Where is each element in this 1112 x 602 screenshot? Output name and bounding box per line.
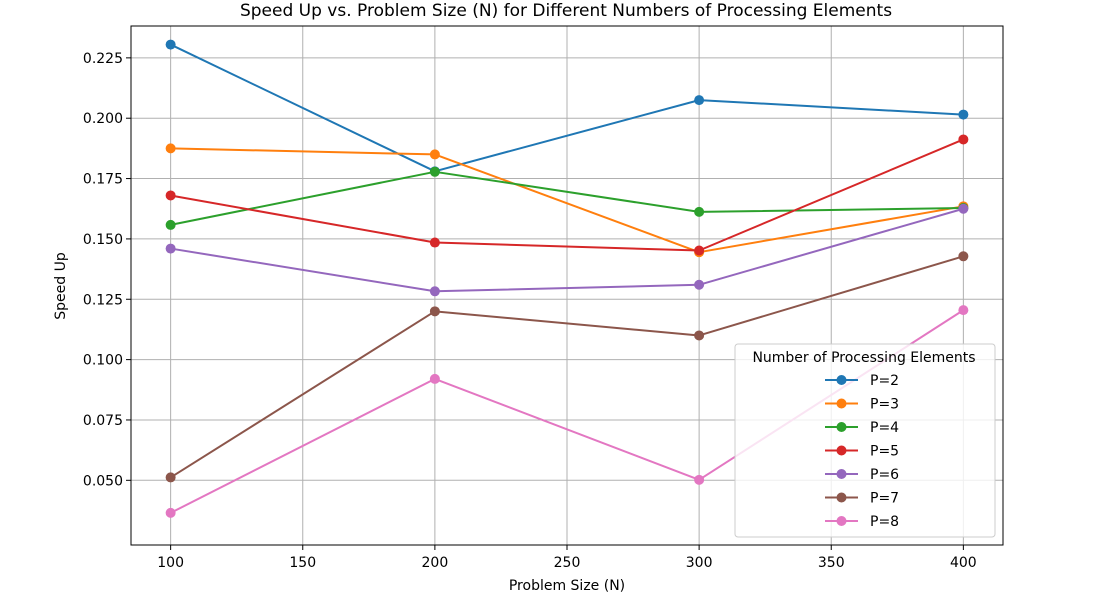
legend-label: P=3 (870, 397, 899, 413)
x-tick-label: 400 (950, 555, 977, 571)
series-line (170, 147, 964, 254)
y-tick-label: 0.125 (83, 292, 123, 308)
series-p-2 (165, 39, 969, 177)
data-point (429, 149, 440, 160)
legend-label: P=2 (870, 373, 899, 389)
data-point (165, 39, 176, 50)
data-point (165, 472, 176, 483)
data-point (429, 306, 440, 317)
x-tick-label: 250 (554, 555, 581, 571)
legend-marker (836, 422, 847, 432)
data-point (694, 279, 705, 290)
data-point (165, 507, 176, 518)
x-tick-label: 150 (289, 555, 316, 571)
series-line (170, 207, 964, 293)
series-line (170, 170, 964, 226)
data-point (958, 203, 969, 214)
legend-item: P=4 (825, 420, 899, 436)
legend-marker (836, 492, 847, 503)
axis-ticks: 100 150 200 250 300 350 400 0.050 0.075 0.100 0.12… (83, 51, 977, 571)
y-tick-label: 0.150 (83, 232, 123, 248)
legend-label: P=4 (870, 420, 899, 436)
data-point (694, 330, 705, 341)
data-point (694, 474, 705, 485)
legend-label: P=5 (870, 444, 899, 460)
x-axis-label: Problem Size (N) (509, 578, 625, 594)
x-tick-label: 200 (422, 555, 449, 571)
y-tick-label: 0.050 (83, 473, 123, 489)
y-tick-label: 0.075 (83, 413, 123, 429)
x-tick-label: 300 (686, 555, 713, 571)
data-point (958, 109, 969, 120)
legend: Number of Processing Elements P=2 P=3 P=4 P… (734, 343, 996, 538)
data-point (165, 243, 176, 254)
data-point (958, 305, 969, 316)
legend-label: P=6 (870, 467, 899, 483)
series-p-7 (165, 251, 969, 483)
legend-marker (836, 398, 847, 409)
series-line (170, 138, 964, 252)
data-point (958, 251, 969, 262)
data-point (429, 286, 440, 297)
x-tick-label: 100 (157, 555, 184, 571)
legend-title: Number of Processing Elements (752, 350, 975, 366)
data-point (429, 237, 440, 248)
series-p-5 (165, 134, 969, 256)
legend-marker (836, 469, 847, 479)
legend-item: P=3 (825, 397, 899, 413)
legend-box (734, 343, 996, 538)
series-line (170, 43, 964, 173)
data-point (429, 373, 440, 384)
series-line (170, 255, 964, 479)
data-point (165, 190, 176, 201)
series-p-6 (165, 203, 969, 297)
y-tick-label: 0.200 (83, 111, 123, 127)
legend-item: P=5 (825, 444, 899, 460)
legend-marker (836, 516, 847, 526)
y-tick-label: 0.100 (83, 353, 123, 369)
chart-title: Speed Up vs. Problem Size (N) for Differ… (240, 1, 892, 21)
legend-item: P=6 (825, 467, 899, 483)
legend-item: P=7 (825, 491, 899, 507)
legend-label: P=8 (870, 514, 899, 530)
legend-item: P=8 (825, 514, 899, 530)
plot-frame (130, 25, 1004, 546)
x-tick-label: 350 (818, 555, 845, 571)
legend-marker (836, 375, 847, 385)
data-point (429, 166, 440, 177)
y-axis-label: Speed Up (53, 252, 69, 320)
y-tick-label: 0.225 (83, 51, 123, 67)
data-point (165, 219, 176, 230)
data-point (958, 134, 969, 145)
series-lines (165, 39, 969, 518)
legend-label: P=7 (870, 491, 899, 507)
legend-item: P=2 (825, 373, 899, 389)
data-point (165, 143, 176, 154)
data-point (694, 206, 705, 217)
y-tick-label: 0.175 (83, 172, 123, 188)
data-point (694, 95, 705, 106)
data-point (694, 245, 705, 256)
legend-marker (836, 445, 847, 456)
